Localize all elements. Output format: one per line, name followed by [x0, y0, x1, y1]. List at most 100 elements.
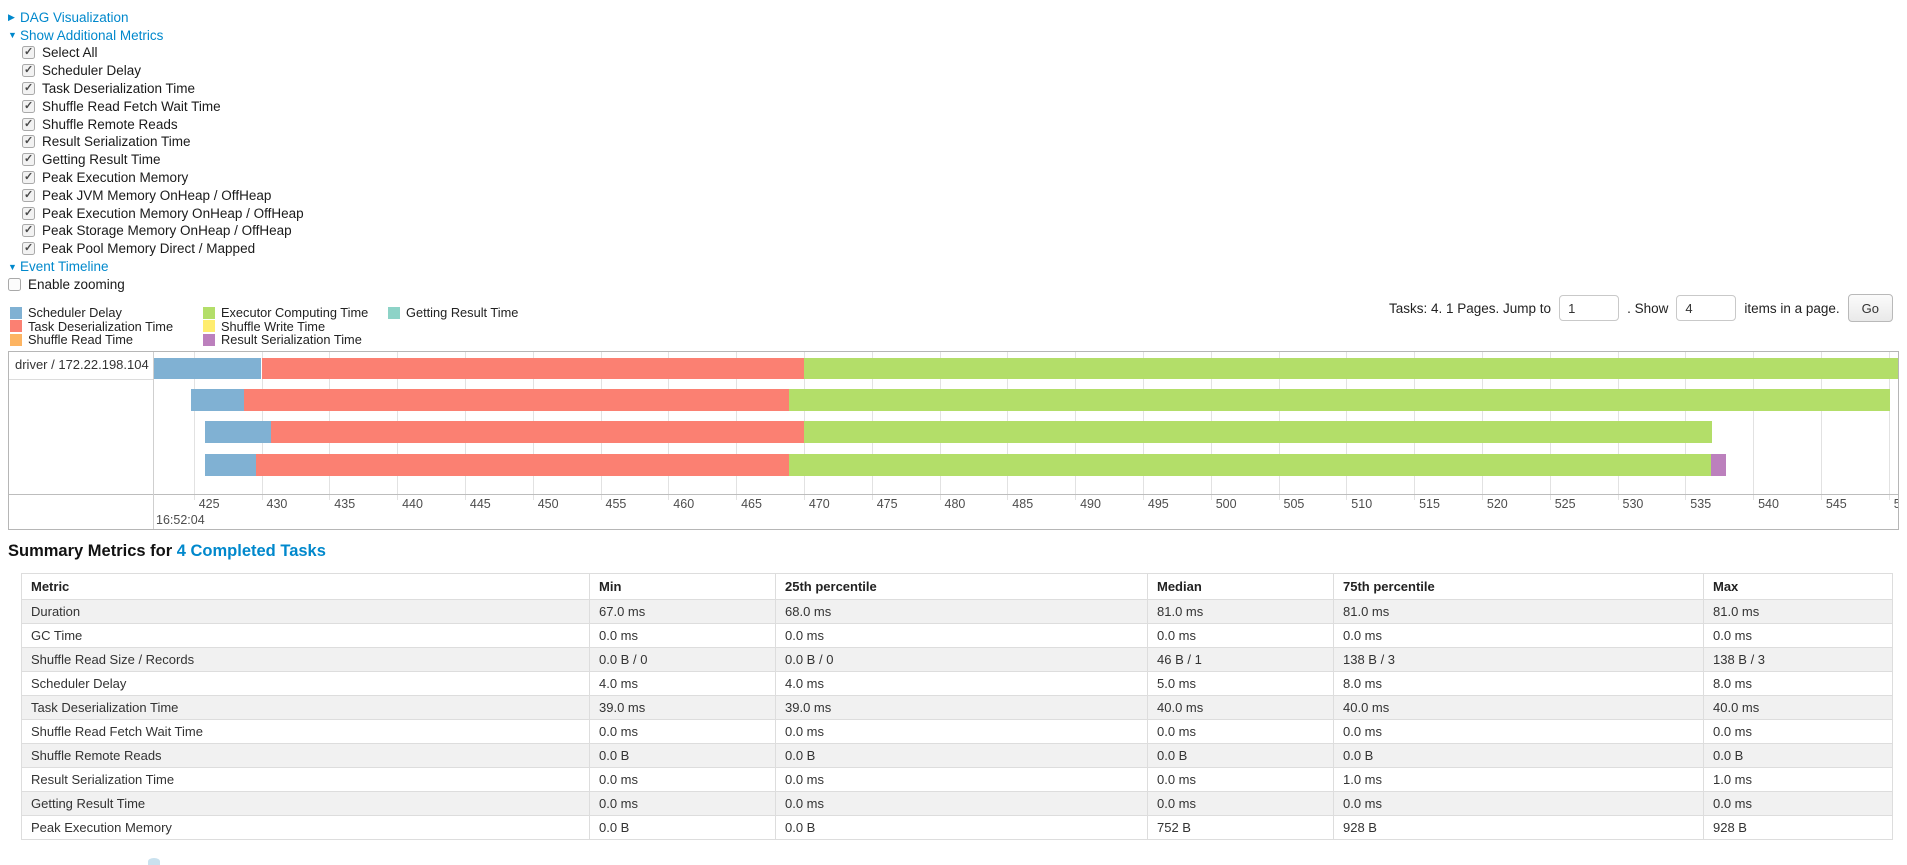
completed-tasks-link[interactable]: 4 Completed Tasks — [176, 542, 326, 560]
task-bar-task_deserialization[interactable] — [256, 454, 789, 476]
axis-tick-label: 470 — [808, 497, 830, 511]
table-cell: 4.0 ms — [775, 671, 1148, 696]
checkbox-checked-icon — [22, 223, 35, 238]
metric-checkbox-label: Peak JVM Memory OnHeap / OffHeap — [42, 187, 272, 203]
table-row: Peak Execution Memory 0.0 B 0.0 B 752 B 928 … — [21, 815, 1893, 840]
axis-tick-label: 515 — [1419, 497, 1440, 511]
table-cell: 0.0 ms — [1147, 791, 1334, 816]
task-bar-scheduler_delay[interactable] — [154, 358, 262, 379]
axis-tick-label: 510 — [1351, 497, 1373, 511]
metric-checkbox-shuffle-remote-reads[interactable]: Shuffle Remote Reads — [8, 115, 608, 133]
table-cell: 1.0 ms — [1333, 767, 1704, 792]
table-cell: 138 B / 3 — [1333, 647, 1704, 672]
axis-tick-label: 490 — [1080, 497, 1101, 511]
metric-checkbox-select-all[interactable]: Select All — [8, 44, 608, 62]
table-cell: 67.0 ms — [589, 599, 776, 624]
table-cell: 0.0 B — [589, 743, 776, 768]
axis-tick-label: 445 — [469, 497, 491, 511]
show-text: . Show — [1627, 300, 1669, 316]
metric-checkbox-scheduler-delay[interactable]: Scheduler Delay — [8, 62, 608, 80]
metric-checkbox-peak-jvm-memory-onheap-offheap[interactable]: Peak JVM Memory OnHeap / OffHeap — [8, 186, 608, 204]
enable-zooming-label: Enable zooming — [28, 276, 125, 292]
getting_result-swatch-icon — [388, 306, 400, 319]
summary-metrics-table: Metric Min 25th percentile Median 75th perce… — [21, 573, 1893, 840]
label-cell-border — [9, 379, 153, 380]
checkbox-checked-icon — [22, 117, 35, 131]
table-cell: 0.0 B — [775, 743, 1148, 768]
metric-checkbox-result-serialization-time[interactable]: Result Serialization Time — [8, 133, 608, 151]
task-bar-scheduler_delay[interactable] — [191, 389, 244, 411]
metric-checkbox-label: Shuffle Read Fetch Wait Time — [42, 98, 221, 114]
axis-line — [9, 494, 1898, 495]
task-bar-task_deserialization[interactable] — [243, 389, 789, 411]
event-timeline-label: Event Timeline — [20, 259, 109, 275]
task-bar-executor_computing[interactable] — [803, 358, 1898, 379]
go-button[interactable]: Go — [1847, 294, 1893, 322]
axis-tick-label: 505 — [1283, 497, 1305, 511]
axis-gridline — [193, 352, 195, 500]
task-bar-executor_computing[interactable] — [803, 421, 1713, 443]
axis-gridline — [1753, 352, 1755, 500]
axis-tick-label: 460 — [673, 497, 695, 511]
metric-checkbox-getting-result-time[interactable]: Getting Result Time — [8, 151, 608, 169]
items-per-page-input[interactable] — [1676, 295, 1737, 321]
task-bar-task_deserialization[interactable] — [271, 421, 804, 443]
table-cell: 1.0 ms — [1703, 767, 1893, 792]
dag-visualization-toggle[interactable]: ▶ DAG Visualization — [8, 8, 608, 26]
legend-label: Shuffle Write Time — [221, 318, 326, 334]
table-cell: 0.0 ms — [589, 719, 776, 744]
task-bar-scheduler_delay[interactable] — [204, 421, 271, 443]
table-cell: 40.0 ms — [1333, 695, 1704, 720]
task-bar-executor_computing[interactable] — [789, 454, 1712, 476]
metric-checkbox-shuffle-read-fetch-wait-time[interactable]: Shuffle Read Fetch Wait Time — [8, 97, 608, 115]
items-in-page-text: items in a page. — [1744, 300, 1840, 316]
collapsed-arrow-icon: ▶ — [8, 11, 15, 22]
metric-checkbox-label: Getting Result Time — [42, 152, 161, 168]
event-timeline-toggle[interactable]: ▼ Event Timeline — [8, 258, 608, 276]
metric-checkbox-peak-execution-memory[interactable]: Peak Execution Memory — [8, 169, 608, 187]
checkbox-checked-icon — [22, 63, 35, 78]
table-cell: 928 B — [1703, 815, 1893, 840]
legend-column: Executor Computing Time Shuffle Write Tim… — [203, 305, 368, 347]
table-cell: 40.0 ms — [1703, 695, 1893, 720]
checkbox-checked-icon — [22, 45, 35, 60]
table-cell: 68.0 ms — [775, 599, 1148, 624]
jump-to-page-input[interactable] — [1559, 295, 1620, 321]
column-header: 25th percentile — [775, 573, 1148, 600]
enable-zooming-checkbox[interactable]: Enable zooming — [8, 276, 608, 294]
axis-tick-label: 480 — [944, 497, 966, 511]
table-cell: 40.0 ms — [1147, 695, 1334, 720]
task-bar-task_deserialization[interactable] — [261, 358, 804, 379]
table-cell: 81.0 ms — [1703, 599, 1893, 624]
task-bar-executor_computing[interactable] — [789, 389, 1891, 411]
axis-tick-label: 500 — [1215, 497, 1237, 511]
metric-checkbox-peak-pool-memory-direct-mapped[interactable]: Peak Pool Memory Direct / Mapped — [8, 240, 608, 258]
metric-checkbox-label: Task Deserialization Time — [42, 80, 196, 96]
table-cell: 0.0 ms — [589, 791, 776, 816]
metric-checkbox-task-deserialization-time[interactable]: Task Deserialization Time — [8, 80, 608, 98]
legend-item: Getting Result Time — [388, 305, 518, 320]
metric-checkbox-label: Shuffle Remote Reads — [42, 116, 178, 132]
metric-checkbox-label: Scheduler Delay — [42, 63, 142, 79]
tasks-count-text: Tasks: 4. 1 Pages. Jump to — [1388, 300, 1552, 316]
table-cell: 0.0 B — [1333, 743, 1704, 768]
heading-prefix: Summary Metrics for — [8, 542, 177, 560]
table-row: Getting Result Time 0.0 ms 0.0 ms 0.0 ms 0.0… — [21, 791, 1893, 816]
table-cell: 0.0 ms — [1333, 623, 1704, 648]
table-cell: Duration — [21, 599, 590, 624]
table-cell: Result Serialization Time — [21, 767, 590, 792]
checkbox-checked-icon — [22, 206, 35, 220]
task-bar-result_serialization[interactable] — [1711, 454, 1726, 476]
table-cell: 0.0 B / 0 — [775, 647, 1148, 672]
axis-tick-label: 455 — [605, 497, 627, 511]
stage-page-controls: ▶ DAG Visualization ▼ Show Additional Me… — [8, 8, 608, 293]
axis-tick-label: 550 — [1894, 497, 1898, 511]
metric-checkbox-peak-execution-memory-onheap-offheap[interactable]: Peak Execution Memory OnHeap / OffHeap — [8, 204, 608, 222]
show-additional-metrics-toggle[interactable]: ▼ Show Additional Metrics — [8, 26, 608, 44]
metric-checkbox-label: Peak Execution Memory OnHeap / OffHeap — [42, 205, 304, 221]
executor-label: driver / 172.22.198.104 — [15, 357, 149, 372]
column-header: Metric — [21, 573, 590, 600]
task-bar-scheduler_delay[interactable] — [204, 454, 256, 476]
executor_computing-swatch-icon — [203, 306, 215, 319]
metric-checkbox-peak-storage-memory-onheap-offheap[interactable]: Peak Storage Memory OnHeap / OffHeap — [8, 222, 608, 240]
